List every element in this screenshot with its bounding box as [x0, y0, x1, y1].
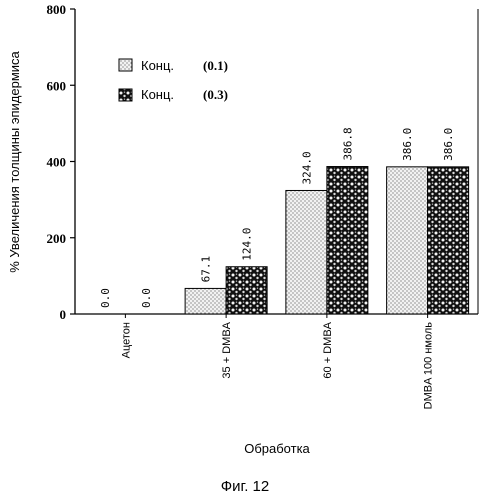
x-tick-label: 60 + DMBA — [322, 321, 334, 378]
legend-qualifier-series-1: (0.1) — [203, 58, 228, 73]
legend-label-series-1: Конц. — [141, 58, 174, 73]
x-tick-label: Ацетон — [120, 322, 132, 358]
legend-qualifier-series-2: (0.3) — [203, 87, 228, 102]
x-tick-label: 35 + DMBA — [221, 321, 233, 378]
y-tick-label: 600 — [47, 78, 67, 93]
legend-swatch-series-2 — [119, 89, 132, 101]
legend-label-series-2: Конц. — [141, 87, 174, 102]
y-ticks: 0 200 400 600 800 — [47, 2, 76, 322]
bar-series-1 — [387, 167, 428, 314]
y-tick-label: 800 — [47, 2, 67, 17]
bar-series-1 — [286, 190, 327, 314]
x-tick-label: DMBA 100 нмоль — [423, 322, 435, 410]
bar-value-label: 386.0 — [442, 128, 455, 161]
bar-series-2 — [327, 167, 368, 314]
bar-value-label: 67.1 — [200, 256, 213, 283]
y-tick-label: 0 — [60, 307, 67, 322]
bar-value-label: 124.0 — [241, 228, 254, 261]
y-tick-label: 200 — [47, 231, 67, 246]
legend-swatch-series-1 — [119, 59, 132, 71]
x-tick-labels: Ацетон 35 + DMBA 60 + DMBA DMBA 100 нмоль — [120, 314, 434, 409]
bar-value-label: 0.0 — [140, 288, 153, 308]
bar-series-2 — [226, 267, 267, 314]
bar-series-1 — [185, 288, 226, 314]
bar-value-label: 386.8 — [341, 127, 354, 160]
figure-caption: Фиг. 12 — [221, 478, 269, 495]
legend: Конц. (0.1) Конц. (0.3) — [119, 58, 228, 102]
x-axis-title: Обработка — [244, 441, 310, 456]
bar-value-label: 386.0 — [401, 128, 414, 161]
y-tick-label: 400 — [47, 155, 67, 170]
bar-series-2 — [428, 167, 469, 314]
bars: 0.0 0.0 67.1 124.0 324.0 386.8 386.0 386.0 — [99, 127, 469, 314]
bar-value-label: 324.0 — [300, 151, 313, 184]
y-axis-title: % Увеличения толщины эпидермиса — [7, 50, 22, 272]
bar-value-label: 0.0 — [99, 288, 112, 308]
